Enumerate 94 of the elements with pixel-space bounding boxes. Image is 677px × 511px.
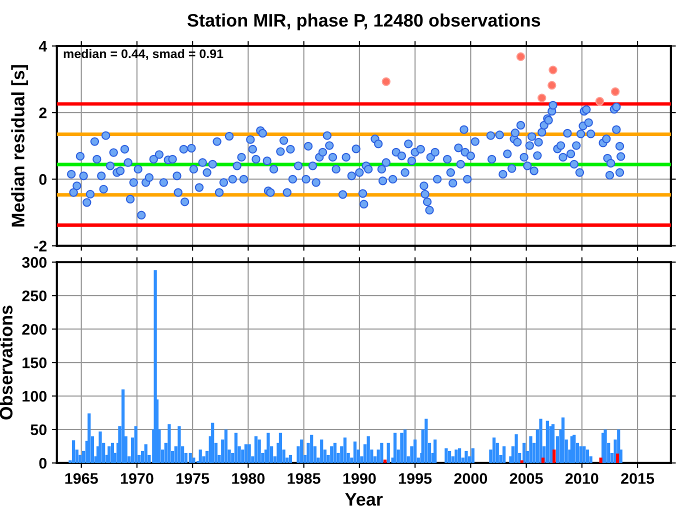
bar (266, 432, 270, 463)
bar (599, 458, 602, 463)
bar (144, 444, 148, 463)
bar (502, 446, 506, 463)
bar (541, 458, 545, 463)
bar (234, 432, 238, 463)
bar (403, 429, 407, 463)
bar (366, 436, 370, 463)
x-tick-label: 1995 (399, 473, 432, 484)
y-axis-title: Median residual [s] (11, 65, 28, 226)
bar (492, 438, 496, 463)
x-tick-label: 2000 (454, 473, 488, 484)
bar (333, 442, 337, 463)
bar (386, 442, 390, 463)
bar (254, 436, 258, 463)
bar (546, 420, 549, 463)
bar (258, 440, 261, 463)
bar (400, 432, 404, 463)
point (548, 80, 556, 90)
y-tick-label: 300 (22, 257, 47, 268)
x-tick-label: 2005 (510, 473, 543, 484)
bar (444, 448, 448, 463)
chart-title: Station MIR, phase P, 12480 observations (187, 13, 540, 30)
bar (454, 450, 458, 463)
bar (586, 450, 590, 463)
bar (582, 446, 586, 463)
bar (188, 452, 192, 463)
bar (552, 450, 556, 463)
point (538, 94, 546, 102)
y-tick-label: -2 (34, 240, 47, 252)
bar (244, 444, 248, 463)
y-tick-label: 100 (22, 390, 47, 402)
bar (561, 417, 565, 463)
x-tick-label: 1980 (232, 473, 265, 484)
x-tick-label: 1990 (343, 473, 376, 484)
bar (108, 446, 111, 463)
bar (471, 448, 474, 463)
bar (88, 413, 91, 463)
bar (514, 434, 518, 463)
bar (448, 450, 452, 463)
bar (198, 450, 202, 463)
bar (72, 440, 76, 463)
bar (248, 444, 251, 463)
x-tick-label: 1970 (120, 473, 154, 484)
bar (380, 442, 384, 463)
x-tick-label: 2010 (565, 473, 598, 484)
point (548, 66, 558, 74)
bar (168, 424, 171, 463)
y-tick-label: 200 (22, 324, 47, 335)
annotation: median = 0.44, smad = 0.91 (64, 48, 224, 60)
y-tick-label: 2 (39, 107, 47, 118)
x-axis-title: Year (345, 493, 383, 506)
bar (134, 426, 138, 463)
bar (122, 389, 125, 463)
point (516, 52, 526, 62)
y-tick-label: 0 (39, 174, 47, 185)
bar (539, 418, 542, 463)
y-tick-label: 50 (30, 424, 47, 436)
y-tick-label: 250 (22, 290, 47, 302)
x-tick-label: 1965 (65, 473, 98, 484)
x-tick-label: 2015 (621, 473, 654, 484)
x-tick-label: 1975 (176, 473, 210, 484)
bar (343, 438, 347, 463)
bar (414, 440, 417, 463)
bar (300, 440, 304, 463)
bar (616, 454, 620, 463)
point (595, 96, 604, 106)
bar (520, 460, 524, 463)
bar (98, 432, 102, 463)
bar (320, 440, 324, 463)
bar (211, 422, 214, 463)
y-tick-label: 0 (39, 458, 47, 469)
bar (572, 434, 576, 463)
bar (330, 446, 334, 463)
bar (178, 426, 181, 463)
bar (529, 436, 532, 463)
y-tick-label: 4 (38, 41, 48, 52)
bar (604, 429, 607, 463)
bar (464, 450, 468, 463)
bar (224, 429, 228, 463)
bar (353, 442, 357, 463)
bar (434, 440, 437, 463)
bar (393, 432, 397, 463)
bar (579, 446, 582, 463)
point (382, 77, 390, 86)
bar (288, 454, 292, 463)
bar (278, 432, 282, 463)
bar (383, 460, 387, 463)
bar (458, 448, 462, 463)
bar (424, 418, 428, 463)
x-tick-label: 1985 (288, 473, 320, 484)
bar (310, 434, 314, 463)
point (610, 87, 620, 96)
y-tick-label: 150 (22, 357, 47, 368)
